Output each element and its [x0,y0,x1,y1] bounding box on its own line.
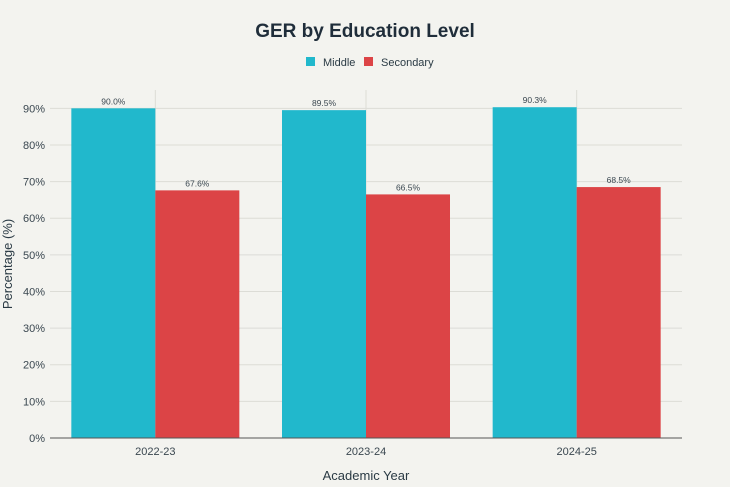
y-tick-label: 30% [23,323,45,335]
bar-middle [71,108,156,438]
bar-middle [282,110,366,438]
bar-secondary [366,194,450,438]
x-tick-label: 2024-25 [556,446,596,458]
x-tick-label: 2023-24 [346,446,386,458]
y-tick-label: 90% [23,103,45,115]
y-axis-label: Percentage (%) [0,219,15,309]
data-label: 67.6% [185,178,210,188]
bar-secondary [155,190,240,438]
x-tick-label: 2022-23 [135,446,175,458]
data-label: 89.5% [312,98,337,108]
y-tick-label: 10% [23,396,45,408]
y-tick-label: 50% [23,250,45,262]
data-label: 90.3% [523,95,548,105]
y-tick-label: 70% [23,177,45,189]
legend-swatch-middle [306,57,315,66]
y-tick-label: 20% [23,360,45,372]
y-tick-label: 80% [23,140,45,152]
data-label: 66.5% [396,182,421,192]
chart-title: GER by Education Level [255,21,475,42]
y-tick-label: 40% [23,286,45,298]
legend-swatch-secondary [364,57,373,66]
data-label: 68.5% [607,175,632,185]
y-tick-label: 0% [29,433,45,445]
bar-secondary [576,187,661,438]
x-axis-label: Academic Year [323,468,410,483]
bar-middle [492,107,577,438]
legend-label: Middle [323,57,355,69]
y-tick-label: 60% [23,213,45,225]
legend-label: Secondary [381,57,434,69]
data-label: 90.0% [101,96,126,106]
